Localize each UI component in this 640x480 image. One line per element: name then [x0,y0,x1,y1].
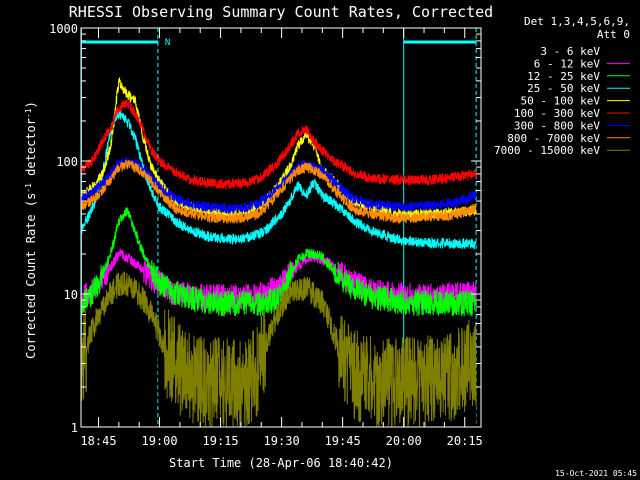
svg-text:Corrected Count Rate (s-1 dete: Corrected Count Rate (s-1 detector-1) [24,101,38,359]
y-tick-label: 10 [64,288,78,302]
legend-label: 300 - 800 keV [514,119,600,132]
y-tick-label: 1 [71,421,78,435]
night-label: N [165,38,170,48]
series-line [80,206,477,317]
legend-label: 800 - 7000 keV [507,132,600,145]
legend-header-1: Det 1,3,4,5,6,9, [524,15,630,28]
chart-title: RHESSI Observing Summary Count Rates, Co… [69,3,493,21]
x-tick-label: 20:00 [386,434,422,448]
x-tick-label: 19:00 [141,434,177,448]
series-line [80,157,477,214]
x-tick-label: 18:45 [80,434,116,448]
y-tick-label: 1000 [49,22,78,36]
x-tick-label: 20:15 [447,434,483,448]
series-line [80,159,477,225]
legend-label: 25 - 50 keV [527,82,600,95]
legend-label: 50 - 100 keV [521,95,601,108]
series-line [80,271,477,428]
series-line [80,297,477,429]
series-line [80,100,477,190]
legend-label: 100 - 300 keV [514,107,600,120]
legend-label: 12 - 25 keV [527,70,600,83]
ylabel-sup-1: -1 [24,183,33,193]
series-line [80,77,477,220]
y-axis-label: Corrected Count Rate (s-1 detector-1) [24,101,38,359]
ylabel-mid: detector [24,118,38,183]
y-tick-label: 100 [56,155,78,169]
footer-date: 15-Oct-2021 05:45 [555,469,637,478]
legend-header-2: Att 0 [597,28,630,41]
ylabel-sup-2: -1 [24,108,33,118]
x-axis-label: Start Time (28-Apr-06 18:40:42) [169,456,393,470]
x-tick-label: 19:15 [203,434,239,448]
legend-label: 6 - 12 keV [534,57,601,70]
x-tick-label: 19:45 [325,434,361,448]
plot-frame [80,27,482,428]
ylabel-end: ) [24,101,38,108]
legend-label: 7000 - 15000 keV [494,144,600,157]
legend-label: 3 - 6 keV [540,45,600,58]
x-tick-label: 19:30 [264,434,300,448]
ylabel-main: Corrected Count Rate (s [24,193,38,359]
